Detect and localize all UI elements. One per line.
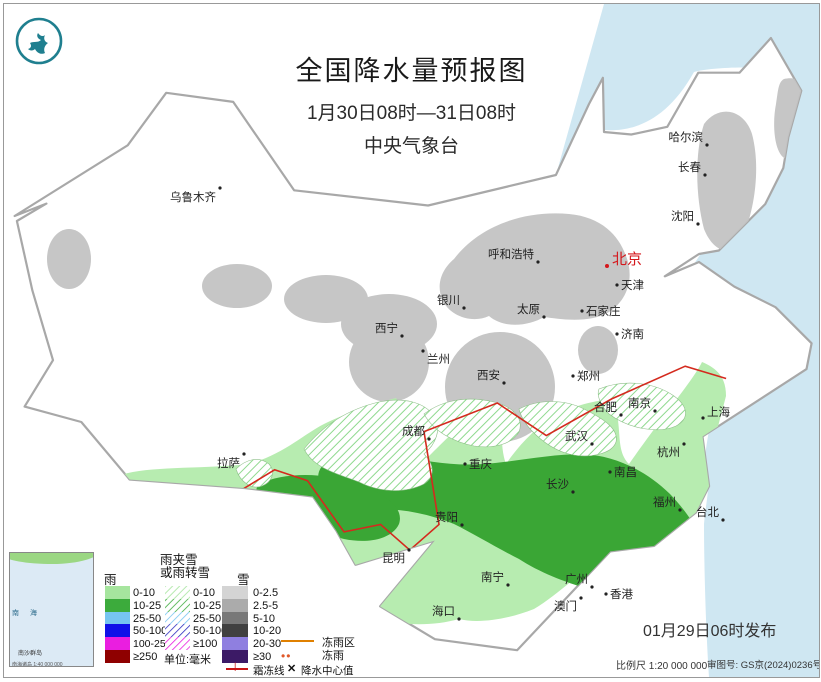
svg-text:太原: 太原 [517,303,540,316]
svg-text:北京: 北京 [612,251,642,268]
svg-text:石家庄: 石家庄 [586,304,621,318]
svg-text:重庆: 重庆 [469,457,492,471]
svg-text:拉萨: 拉萨 [217,456,240,470]
svg-text:福州: 福州 [653,495,676,509]
svg-text:呼和浩特: 呼和浩特 [488,247,534,261]
svg-text:银川: 银川 [437,293,460,307]
svg-text:济南: 济南 [621,327,644,341]
svg-text:长春: 长春 [678,161,701,174]
svg-text:西安: 西安 [477,368,500,382]
svg-text:贵阳: 贵阳 [435,511,458,524]
svg-text:上海: 上海 [707,405,730,419]
svg-text:西宁: 西宁 [375,321,398,335]
svg-text:长沙: 长沙 [546,478,569,491]
svg-text:合肥: 合肥 [594,400,617,414]
svg-text:广州: 广州 [565,573,588,586]
svg-text:乌鲁木齐: 乌鲁木齐 [170,190,216,204]
svg-text:杭州: 杭州 [657,445,680,459]
svg-text:昆明: 昆明 [382,552,405,565]
svg-text:成都: 成都 [402,425,425,438]
svg-text:香港: 香港 [610,588,633,601]
svg-text:武汉: 武汉 [565,430,588,443]
svg-text:南宁: 南宁 [481,570,504,584]
svg-text:南京: 南京 [628,396,651,410]
svg-text:郑州: 郑州 [577,369,600,383]
svg-text:澳门: 澳门 [554,599,577,613]
svg-text:沈阳: 沈阳 [671,209,694,223]
svg-text:兰州: 兰州 [427,353,450,366]
svg-text:天津: 天津 [621,279,644,292]
svg-text:海口: 海口 [432,604,455,618]
svg-text:南昌: 南昌 [614,465,637,479]
svg-text:台北: 台北 [696,505,719,519]
